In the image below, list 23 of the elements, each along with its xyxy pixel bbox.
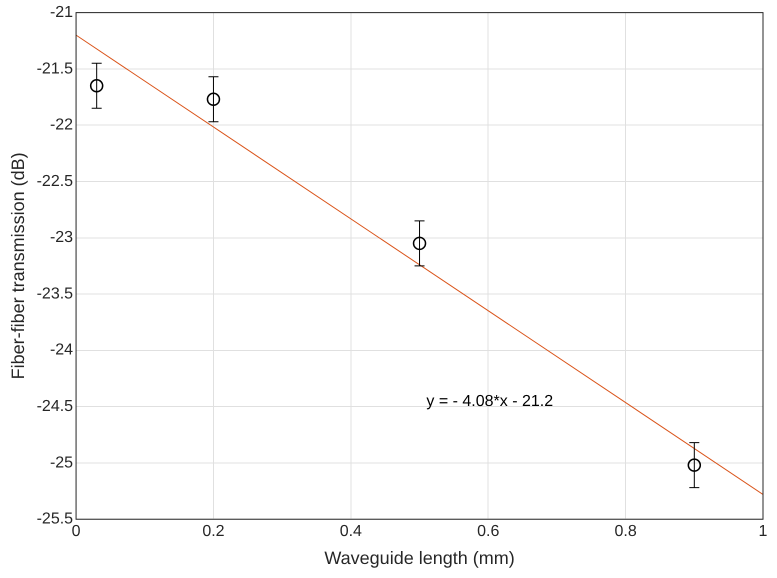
x-tick-label: 0.2 [202,523,225,540]
x-axis-title: Waveguide length (mm) [324,548,515,568]
y-tick-label: -23.5 [36,285,74,302]
y-tick-label: -25 [50,454,74,472]
point [688,458,702,472]
y-tick-label: -21 [50,4,74,22]
point [90,79,104,93]
x-tick-label: 0.4 [340,523,362,540]
x-tick-label: 0.6 [477,523,500,540]
y-tick-label: -25.5 [36,510,74,528]
y-tick-label: -24 [50,342,74,359]
y-tick-label: -22.5 [36,172,74,190]
y-axis-title: Fiber-fiber transmission (dB) [8,152,28,380]
y-tick-label: -24.5 [36,398,74,416]
y-tick-label: -21.5 [36,60,74,78]
point [206,92,220,106]
point [412,236,426,250]
y-tick-label: -23 [50,229,74,246]
y-tick-label: -22 [50,116,74,134]
x-tick-label: 0 [72,523,81,540]
annotation: y = - 4.08*x - 21.2 [426,393,554,410]
x-tick-label: 1 [758,523,768,540]
x-tick-label: 0.8 [614,523,637,540]
